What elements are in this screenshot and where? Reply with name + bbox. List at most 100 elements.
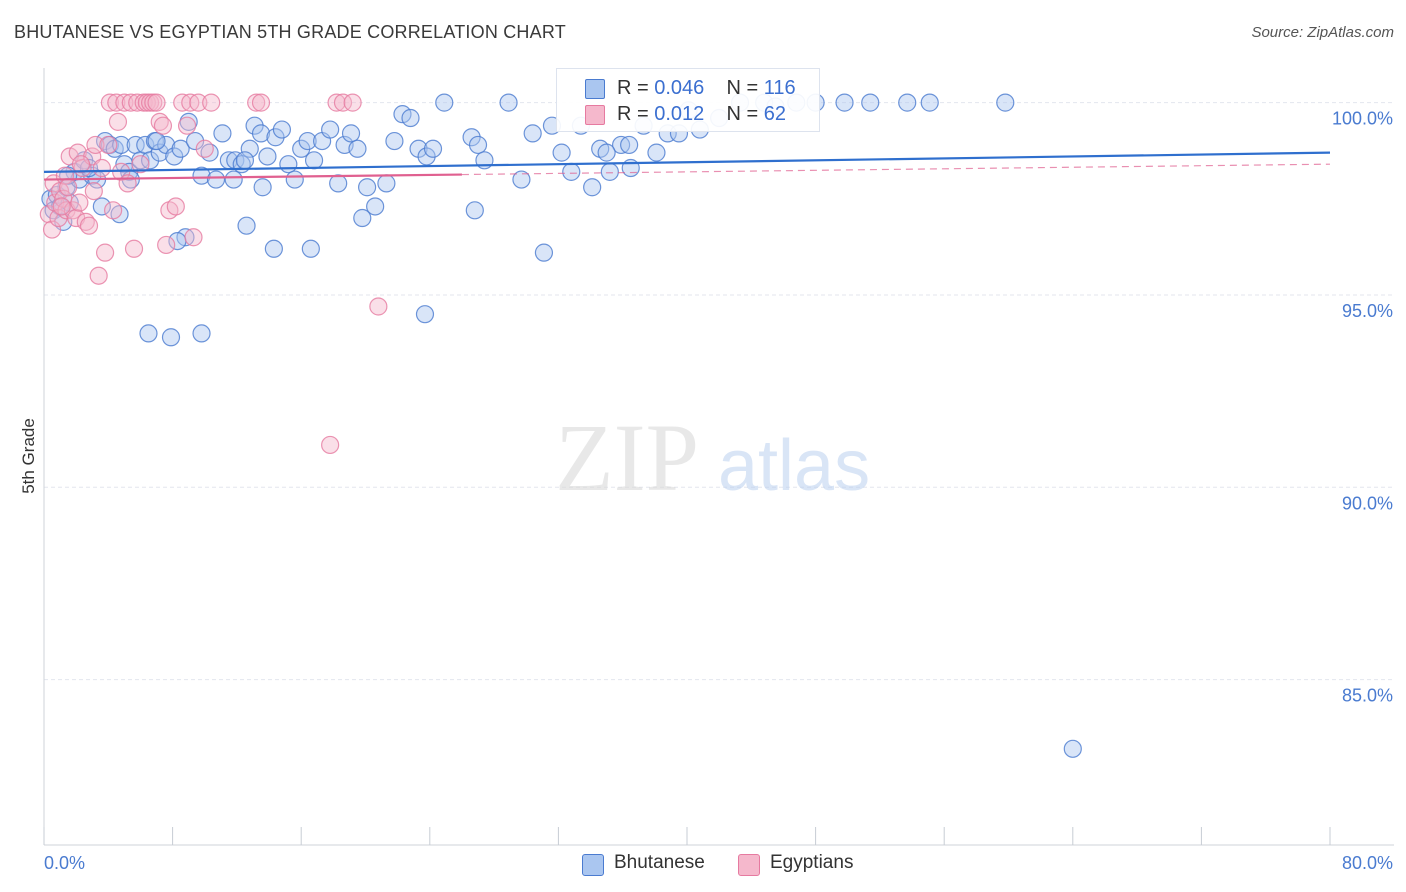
bhutanese-point bbox=[213, 124, 232, 143]
trend-lines bbox=[43, 151, 1331, 181]
egyptians-point bbox=[84, 181, 103, 201]
axes bbox=[43, 68, 1394, 846]
bhutanese-point bbox=[240, 139, 259, 158]
bhutanese-point bbox=[353, 208, 372, 228]
egyptians-point bbox=[115, 93, 134, 112]
bhutanese-point bbox=[251, 124, 271, 143]
legend-r-value: 0.012 bbox=[654, 103, 705, 125]
legend-r-value: 0.046 bbox=[654, 77, 705, 99]
stats-legend: R = 0.046 N = 116 R = 0.012 N = 62 bbox=[556, 68, 820, 132]
bottom-legend-swatch-pink bbox=[738, 854, 760, 876]
bottom-legend-swatch-blue bbox=[582, 854, 604, 876]
bhutanese-point bbox=[499, 93, 518, 112]
egyptians-point bbox=[104, 201, 123, 220]
bhutanese-point bbox=[304, 151, 324, 170]
legend-swatch-pink bbox=[585, 105, 605, 125]
egyptians-point bbox=[147, 93, 166, 112]
bhutanese-point bbox=[358, 178, 377, 197]
egyptians-point bbox=[153, 116, 173, 135]
bhutanese-point bbox=[140, 151, 160, 170]
bhutanese-point bbox=[192, 166, 211, 185]
egyptians-point bbox=[184, 228, 203, 247]
bhutanese-point bbox=[620, 135, 639, 155]
egyptians-point bbox=[202, 93, 221, 112]
egyptians-point bbox=[369, 297, 388, 316]
y-tick-label: 95.0% bbox=[1342, 301, 1393, 321]
bhutanese-point bbox=[161, 328, 181, 347]
egyptians-point bbox=[189, 93, 208, 112]
egyptians-point bbox=[333, 93, 353, 112]
bhutanese-point bbox=[385, 131, 404, 151]
bhutanese-point bbox=[401, 108, 420, 128]
egyptians-point bbox=[251, 93, 271, 112]
egyptians-point bbox=[121, 93, 140, 112]
legend-n-value: 116 bbox=[763, 77, 796, 99]
y-tick-label: 90.0% bbox=[1342, 493, 1393, 513]
egyptians-point bbox=[95, 243, 115, 262]
bhutanese-point bbox=[92, 197, 111, 216]
bhutanese-point bbox=[348, 139, 367, 158]
x-tick-label: 80.0% bbox=[1342, 853, 1393, 873]
egyptians-point bbox=[195, 139, 214, 158]
bhutanese-point bbox=[512, 170, 531, 189]
bhutanese-point bbox=[112, 135, 131, 155]
egyptians-point bbox=[89, 266, 108, 285]
egyptians-point bbox=[79, 216, 99, 235]
bhutanese-point bbox=[898, 93, 917, 112]
bhutanese-point bbox=[206, 170, 226, 189]
bhutanese-point bbox=[321, 120, 340, 139]
egyptians-point bbox=[108, 112, 128, 131]
bhutanese-point bbox=[423, 139, 443, 158]
legend-n-label: N = bbox=[726, 103, 759, 125]
bhutanese-point bbox=[235, 151, 255, 170]
bhutanese-point bbox=[415, 305, 435, 324]
legend-r-label: R = bbox=[617, 77, 649, 99]
egyptians-point bbox=[99, 135, 118, 155]
series-egyptians-points bbox=[39, 93, 388, 455]
legend-r-label: R = bbox=[617, 103, 649, 125]
bhutanese-point bbox=[147, 131, 166, 151]
egyptians-point bbox=[247, 93, 266, 112]
y-tick-label: 85.0% bbox=[1342, 686, 1393, 706]
egyptians-trend-line-solid bbox=[43, 173, 462, 181]
egyptians-point bbox=[59, 178, 78, 197]
egyptians-point bbox=[52, 197, 71, 216]
egyptians-point bbox=[71, 155, 91, 174]
bhutanese-point bbox=[996, 93, 1015, 112]
bhutanese-point bbox=[298, 131, 317, 151]
bhutanese-point bbox=[366, 197, 385, 216]
bhutanese-point bbox=[647, 143, 666, 162]
bhutanese-point bbox=[562, 162, 581, 181]
egyptians-point bbox=[86, 135, 105, 155]
egyptians-point bbox=[177, 116, 197, 135]
bhutanese-point bbox=[341, 124, 361, 143]
egyptians-point bbox=[92, 158, 111, 178]
chart-title: BHUTANESE VS EGYPTIAN 5TH GRADE CORRELAT… bbox=[14, 22, 566, 42]
legend-n-value: 62 bbox=[763, 103, 787, 125]
source-label: Source: ZipAtlas.com bbox=[1251, 24, 1394, 41]
bhutanese-point bbox=[192, 324, 211, 343]
egyptians-trend-line-dashed bbox=[461, 163, 1331, 176]
egyptians-point bbox=[321, 435, 340, 455]
x-tick-label: 0.0% bbox=[44, 853, 85, 873]
egyptians-point bbox=[327, 93, 346, 112]
egyptians-point bbox=[343, 93, 362, 112]
bhutanese-point bbox=[329, 174, 348, 193]
legend-n-label: N = bbox=[726, 77, 759, 99]
bhutanese-point bbox=[272, 120, 292, 139]
bhutanese-point bbox=[224, 170, 243, 189]
bhutanese-point bbox=[523, 124, 542, 143]
bhutanese-point bbox=[600, 162, 619, 181]
watermark-atlas: atlas bbox=[718, 426, 870, 506]
bhutanese-point bbox=[139, 324, 158, 343]
watermark-zip: ZIP bbox=[555, 404, 699, 511]
egyptians-point bbox=[128, 93, 147, 112]
egyptians-point bbox=[166, 197, 185, 216]
y-tick-label: 100.0% bbox=[1332, 109, 1393, 129]
bhutanese-point bbox=[465, 201, 484, 220]
bhutanese-point bbox=[171, 139, 190, 158]
bhutanese-point bbox=[435, 93, 454, 112]
egyptians-point bbox=[131, 155, 150, 174]
egyptians-point bbox=[100, 93, 120, 112]
